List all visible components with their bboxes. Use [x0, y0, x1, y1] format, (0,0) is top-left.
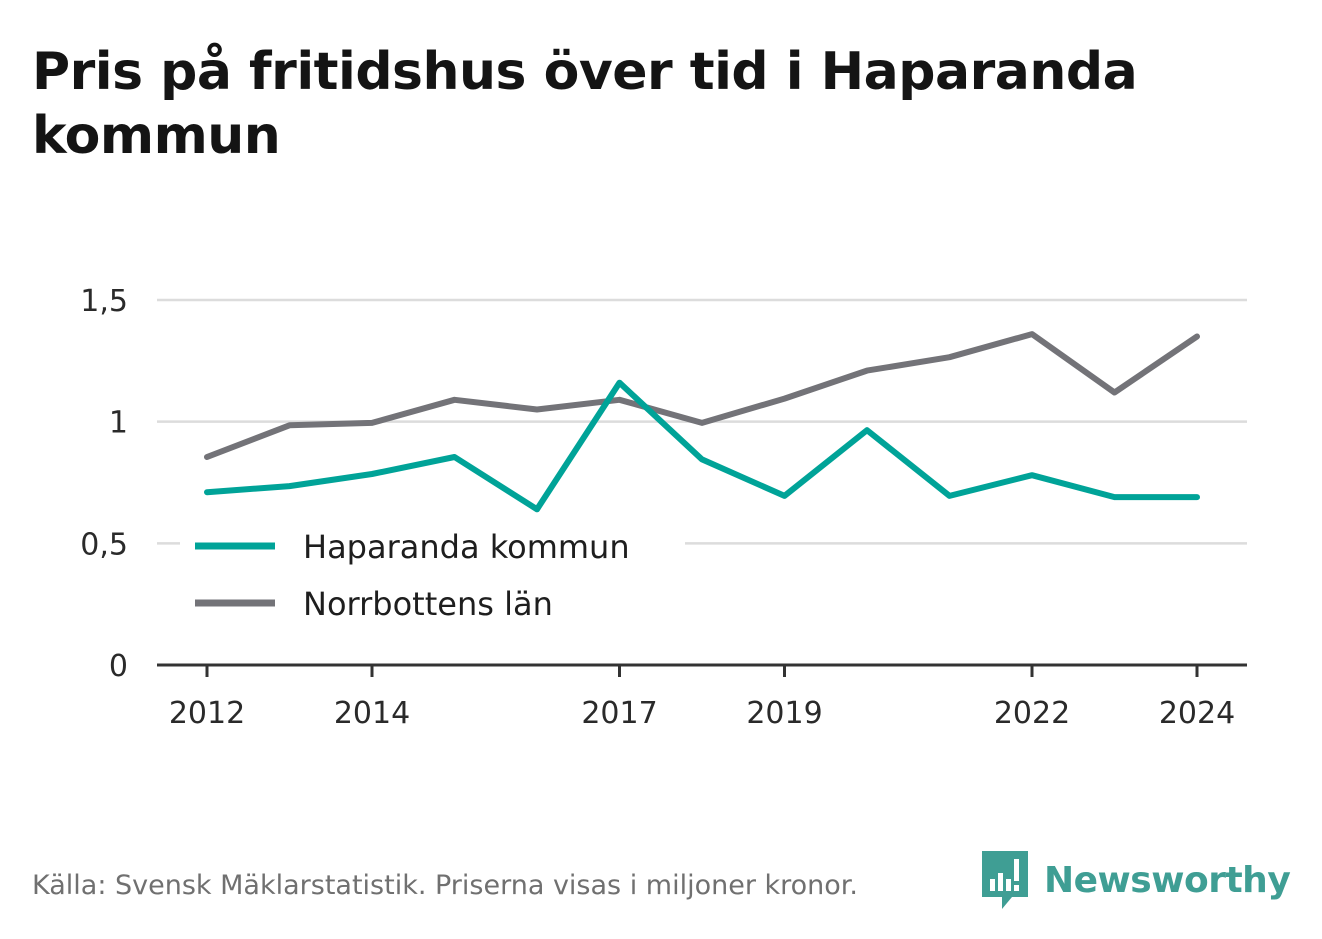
- newsworthy-logo-icon: [982, 851, 1028, 909]
- source-note: Källa: Svensk Mäklarstatistik. Priserna …: [32, 870, 859, 901]
- y-axis-ticks: 0 0,5 1 1,5: [80, 284, 128, 684]
- legend-label: Haparanda kommun: [303, 528, 630, 566]
- x-tick-label: 2022: [994, 696, 1070, 731]
- chart-title: Pris på fritidshus över tid i Haparanda …: [32, 42, 1138, 166]
- legend-box: [180, 520, 685, 632]
- y-tick-label: 0: [109, 649, 128, 684]
- brand-logo: Newsworthy: [980, 848, 1291, 912]
- legend: Haparanda kommun Norrbottens län: [195, 528, 630, 623]
- y-tick-label: 0,5: [80, 527, 128, 562]
- x-axis-ticks: 2012 2014 2017 2019 2022 2024: [169, 665, 1235, 731]
- legend-label: Norrbottens län: [303, 585, 553, 623]
- x-tick-label: 2017: [581, 696, 657, 731]
- series-lines: [204, 331, 1200, 513]
- legend-background: [180, 520, 685, 632]
- brand-name: Newsworthy: [1044, 859, 1291, 901]
- y-tick-label: 1,5: [80, 284, 128, 319]
- y-tick-label: 1: [109, 406, 128, 441]
- series-line: [204, 331, 1200, 460]
- x-tick-label: 2014: [334, 696, 410, 731]
- x-tick-label: 2019: [746, 696, 822, 731]
- x-tick-label: 2024: [1159, 696, 1235, 731]
- series-line: [204, 379, 1200, 513]
- x-tick-label: 2012: [169, 696, 245, 731]
